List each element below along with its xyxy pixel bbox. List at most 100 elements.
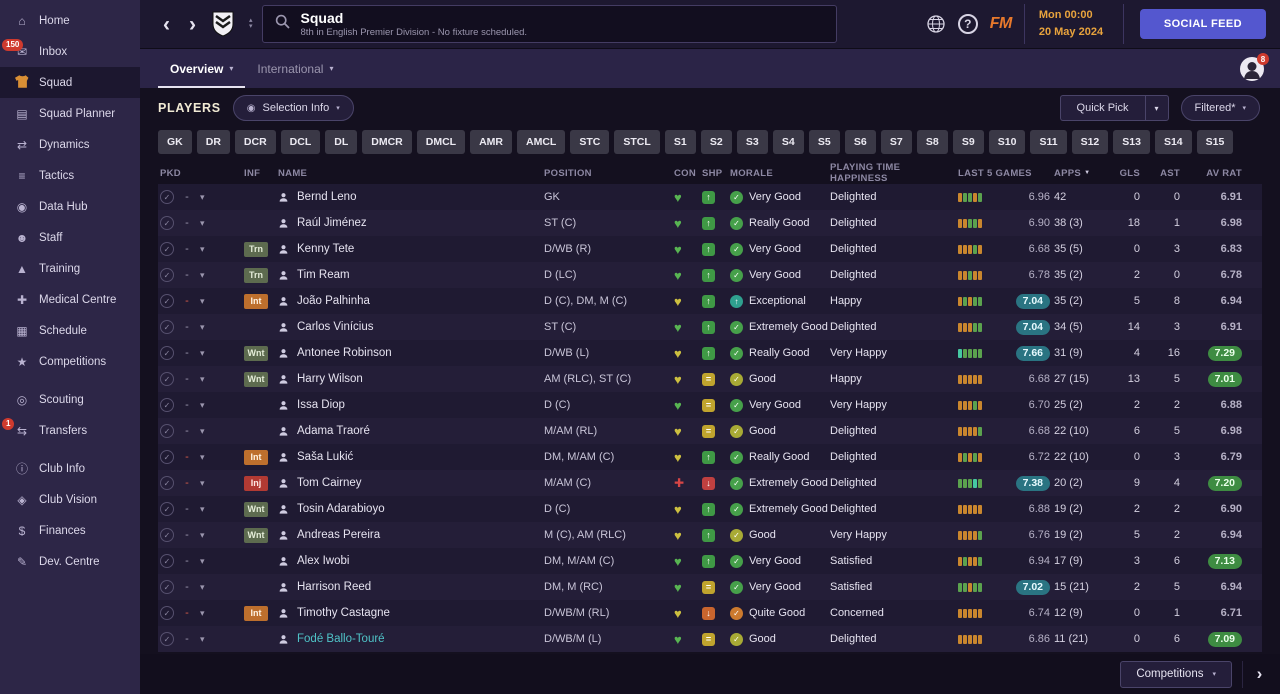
player-row-harry-wilson[interactable]: ✓ - ▾ Wnt Harry Wilson AM (RLC), ST (C) … [158,366,1262,392]
sidebar-item-schedule[interactable]: ▦ Schedule [0,315,140,346]
row-menu-chevron-icon[interactable]: ▾ [200,529,205,540]
row-select-checkbox[interactable]: ✓ [160,606,174,620]
quick-pick-chevron[interactable]: ▾ [1144,95,1169,121]
player-row-andreas-pereira[interactable]: ✓ - ▾ Wnt Andreas Pereira M (C), AM (RLC… [158,522,1262,548]
row-select-checkbox[interactable]: ✓ [160,528,174,542]
player-row-tim-ream[interactable]: ✓ - ▾ Trn Tim Ream D (LC) ♥ ↑ ✓ Very Goo… [158,262,1262,288]
position-filter-s13[interactable]: S13 [1113,130,1150,154]
row-select-checkbox[interactable]: ✓ [160,580,174,594]
social-feed-button[interactable]: SOCIAL FEED [1139,9,1266,39]
row-menu-chevron-icon[interactable]: ▾ [200,243,205,254]
player-name-link[interactable]: Tom Cairney [297,477,362,489]
sidebar-item-data-hub[interactable]: ◉ Data Hub [0,191,140,222]
position-filter-dl[interactable]: DL [325,130,358,154]
sidebar-item-transfers[interactable]: ⇆ Transfers 1 [0,415,140,446]
row-select-checkbox[interactable]: ✓ [160,632,174,646]
position-filter-s8[interactable]: S8 [916,130,948,154]
position-filter-s15[interactable]: S15 [1196,130,1234,154]
forward-button[interactable]: › [184,14,201,35]
col-goals[interactable]: GLS [1119,167,1140,179]
row-select-checkbox[interactable]: ✓ [160,372,174,386]
col-condition[interactable]: CON [674,167,697,179]
player-row-issa-diop[interactable]: ✓ - ▾ Issa Diop D (C) ♥ = ✓ Very Good Ve… [158,392,1262,418]
col-morale[interactable]: MORALE [730,167,773,179]
player-name-link[interactable]: Carlos Vinícius [297,321,374,333]
row-select-checkbox[interactable]: ✓ [160,424,174,438]
player-name-link[interactable]: Kenny Tete [297,243,355,255]
player-row-fod-ballo-tour[interactable]: ✓ - ▾ Fodé Ballo-Touré D/WB/M (L) ♥ = ✓ … [158,626,1262,652]
sidebar-item-staff[interactable]: ☻ Staff [0,222,140,253]
player-name-link[interactable]: Harry Wilson [297,373,363,385]
sidebar-item-squad[interactable]: Squad [0,67,140,98]
row-menu-chevron-icon[interactable]: ▾ [200,321,205,332]
col-assists[interactable]: AST [1160,167,1180,179]
competitions-dropdown[interactable]: Competitions ▾ [1120,660,1232,688]
row-menu-chevron-icon[interactable]: ▾ [200,269,205,280]
position-filter-s14[interactable]: S14 [1154,130,1192,154]
position-filter-s7[interactable]: S7 [880,130,912,154]
col-playing-time-happiness[interactable]: PLAYING TIME HAPPINESS [830,162,901,184]
row-menu-chevron-icon[interactable]: ▾ [200,581,205,592]
player-row-harrison-reed[interactable]: ✓ - ▾ Harrison Reed DM, M (RC) ♥ = ✓ Ver… [158,574,1262,600]
player-row-antonee-robinson[interactable]: ✓ - ▾ Wnt Antonee Robinson D/WB (L) ♥ ↑ … [158,340,1262,366]
sidebar-item-club-vision[interactable]: ◈ Club Vision [0,484,140,515]
position-filter-dr[interactable]: DR [196,130,230,154]
player-row-jo-o-palhinha[interactable]: ✓ - ▾ Int João Palhinha D (C), DM, M (C)… [158,288,1262,314]
row-menu-chevron-icon[interactable]: ▾ [200,503,205,514]
row-menu-chevron-icon[interactable]: ▾ [200,555,205,566]
player-name-link[interactable]: Antonee Robinson [297,347,392,359]
row-select-checkbox[interactable]: ✓ [160,398,174,412]
tab-overview[interactable]: Overview ▾ [158,49,245,88]
sidebar-item-medical-centre[interactable]: ✚ Medical Centre [0,284,140,315]
position-filter-dmcl[interactable]: DMCL [416,130,466,154]
player-name-link[interactable]: Tim Ream [297,269,350,281]
sidebar-item-squad-planner[interactable]: ▤ Squad Planner [0,98,140,129]
sidebar-item-home[interactable]: ⌂ Home [0,5,140,36]
tab-international[interactable]: International ▾ [245,49,345,88]
position-filter-s10[interactable]: S10 [988,130,1026,154]
player-name-link[interactable]: Timothy Castagne [297,607,390,619]
row-select-checkbox[interactable]: ✓ [160,476,174,490]
player-name-link[interactable]: Andreas Pereira [297,529,381,541]
sidebar-item-finances[interactable]: $ Finances [0,515,140,546]
player-name-link[interactable]: Harrison Reed [297,581,372,593]
row-select-checkbox[interactable]: ✓ [160,294,174,308]
row-menu-chevron-icon[interactable]: ▾ [200,191,205,202]
col-pkd[interactable]: PKD [160,167,181,179]
player-name-link[interactable]: Alex Iwobi [297,555,350,567]
col-inf[interactable]: INF [244,167,261,179]
row-menu-chevron-icon[interactable]: ▾ [200,451,205,462]
search-panel[interactable]: Squad 8th in English Premier Division - … [261,5,837,43]
row-select-checkbox[interactable]: ✓ [160,190,174,204]
player-name-link[interactable]: Bernd Leno [297,191,357,203]
quick-pick-button[interactable]: Quick Pick [1059,95,1145,121]
position-filter-s11[interactable]: S11 [1030,130,1067,154]
col-average-rating[interactable]: AV RAT [1206,167,1242,179]
club-switch-chevrons-icon[interactable]: ▴ ▾ [249,17,253,30]
row-menu-chevron-icon[interactable]: ▾ [200,217,205,228]
col-sharpness[interactable]: SHP [702,167,723,179]
position-filter-s6[interactable]: S6 [844,130,876,154]
position-filter-s2[interactable]: S2 [700,130,732,154]
row-select-checkbox[interactable]: ✓ [160,450,174,464]
player-name-link[interactable]: João Palhinha [297,295,370,307]
col-last-5-games[interactable]: LAST 5 GAMES [958,167,1032,179]
player-row-alex-iwobi[interactable]: ✓ - ▾ Alex Iwobi DM, M/AM (C) ♥ ↑ ✓ Very… [158,548,1262,574]
position-filter-s9[interactable]: S9 [952,130,984,154]
selection-info-dropdown[interactable]: ◉ Selection Info ▾ [232,95,354,121]
position-filter-s3[interactable]: S3 [736,130,768,154]
sidebar-item-competitions[interactable]: ★ Competitions [0,346,140,377]
row-select-checkbox[interactable]: ✓ [160,320,174,334]
player-name-link[interactable]: Issa Diop [297,399,345,411]
col-apps[interactable]: APPS ▼ [1050,162,1106,184]
position-filter-s12[interactable]: S12 [1071,130,1109,154]
position-filter-dmcr[interactable]: DMCR [362,130,412,154]
row-select-checkbox[interactable]: ✓ [160,346,174,360]
player-name-link[interactable]: Fodé Ballo-Touré [297,633,385,645]
row-select-checkbox[interactable]: ✓ [160,502,174,516]
row-select-checkbox[interactable]: ✓ [160,268,174,282]
manager-avatar[interactable]: 8 [1240,53,1269,81]
position-filter-stc[interactable]: STC [570,130,610,154]
row-select-checkbox[interactable]: ✓ [160,554,174,568]
player-row-kenny-tete[interactable]: ✓ - ▾ Trn Kenny Tete D/WB (R) ♥ ↑ ✓ Very… [158,236,1262,262]
